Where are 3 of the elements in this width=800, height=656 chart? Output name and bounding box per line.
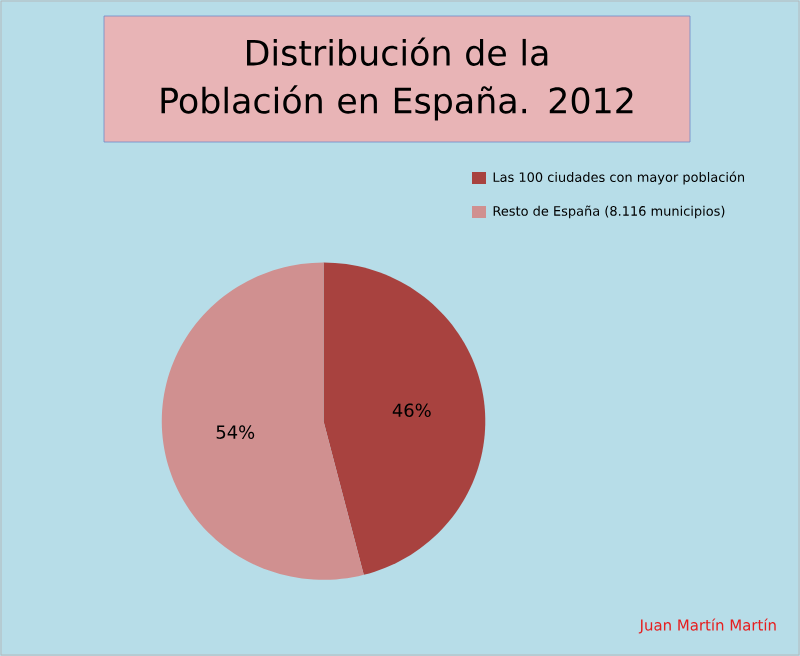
data-label: 54% — [216, 425, 255, 439]
chart-title: Distribución de la Población en España. 2012 — [161, 37, 633, 121]
data-label: 46% — [392, 403, 431, 418]
